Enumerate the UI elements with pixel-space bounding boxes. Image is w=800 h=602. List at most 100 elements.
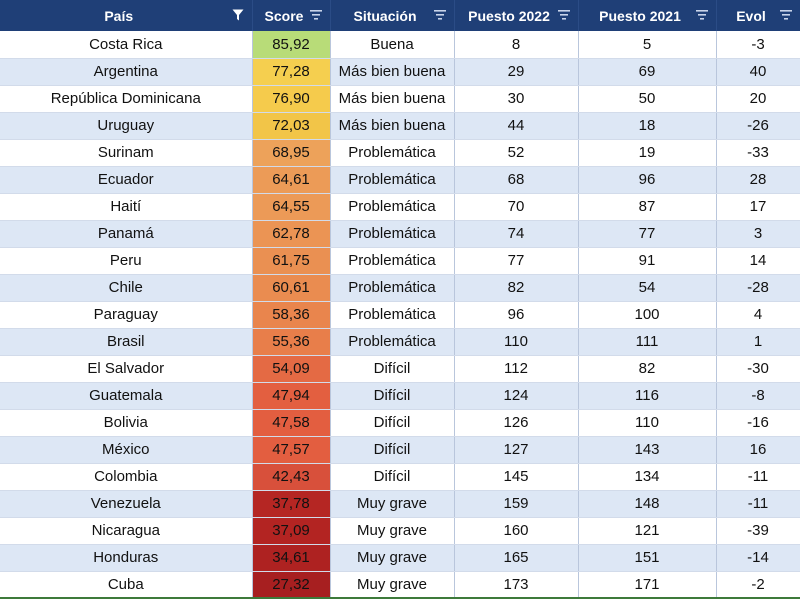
rank-2021-cell[interactable]: 116 [578,382,717,410]
situation-cell[interactable]: Buena [330,31,455,59]
situation-cell[interactable]: Difícil [330,409,455,437]
filter-dropdown-icon[interactable] [309,8,323,22]
evolution-cell[interactable]: -14 [716,544,800,572]
country-cell[interactable]: México [0,436,253,464]
country-cell[interactable]: Ecuador [0,166,253,194]
country-cell[interactable]: Bolivia [0,409,253,437]
rank-2022-cell[interactable]: 74 [454,220,579,248]
rank-2021-cell[interactable]: 87 [578,193,717,221]
table-row[interactable]: Chile 60,61 Problemática 82 54 -28 [0,274,800,302]
evolution-cell[interactable]: 16 [716,436,800,464]
situation-cell[interactable]: Difícil [330,463,455,491]
header-puesto-2021[interactable]: Puesto 2021 [578,0,717,31]
situation-cell[interactable]: Más bien buena [330,112,455,140]
score-cell[interactable]: 72,03 [252,112,331,140]
country-cell[interactable]: Peru [0,247,253,275]
evolution-cell[interactable]: 17 [716,193,800,221]
rank-2022-cell[interactable]: 110 [454,328,579,356]
situation-cell[interactable]: Problemática [330,274,455,302]
filter-active-icon[interactable] [231,8,245,22]
rank-2021-cell[interactable]: 134 [578,463,717,491]
score-cell[interactable]: 55,36 [252,328,331,356]
country-cell[interactable]: Brasil [0,328,253,356]
table-row[interactable]: Haití 64,55 Problemática 70 87 17 [0,193,800,221]
table-row[interactable]: Panamá 62,78 Problemática 74 77 3 [0,220,800,248]
country-cell[interactable]: Nicaragua [0,517,253,545]
evolution-cell[interactable]: -26 [716,112,800,140]
evolution-cell[interactable]: 1 [716,328,800,356]
score-cell[interactable]: 37,09 [252,517,331,545]
rank-2022-cell[interactable]: 112 [454,355,579,383]
situation-cell[interactable]: Problemática [330,247,455,275]
table-row[interactable]: Honduras 34,61 Muy grave 165 151 -14 [0,544,800,572]
rank-2022-cell[interactable]: 124 [454,382,579,410]
country-cell[interactable]: Venezuela [0,490,253,518]
evolution-cell[interactable]: -30 [716,355,800,383]
evolution-cell[interactable]: 40 [716,58,800,86]
score-cell[interactable]: 61,75 [252,247,331,275]
rank-2021-cell[interactable]: 91 [578,247,717,275]
table-row[interactable]: Bolivia 47,58 Difícil 126 110 -16 [0,409,800,437]
table-row[interactable]: Venezuela 37,78 Muy grave 159 148 -11 [0,490,800,518]
country-cell[interactable]: Colombia [0,463,253,491]
rank-2022-cell[interactable]: 68 [454,166,579,194]
table-row[interactable]: República Dominicana 76,90 Más bien buena 3… [0,85,800,113]
situation-cell[interactable]: Problemática [330,193,455,221]
header-evol[interactable]: Evol [716,0,800,31]
evolution-cell[interactable]: -16 [716,409,800,437]
table-row[interactable]: Costa Rica 85,92 Buena 8 5 -3 [0,31,800,59]
filter-dropdown-icon[interactable] [779,8,793,22]
country-cell[interactable]: Uruguay [0,112,253,140]
rank-2022-cell[interactable]: 126 [454,409,579,437]
table-row[interactable]: Colombia 42,43 Difícil 145 134 -11 [0,463,800,491]
evolution-cell[interactable]: -8 [716,382,800,410]
score-cell[interactable]: 62,78 [252,220,331,248]
country-cell[interactable]: Panamá [0,220,253,248]
filter-dropdown-icon[interactable] [433,8,447,22]
evolution-cell[interactable]: -3 [716,31,800,59]
evolution-cell[interactable]: -11 [716,490,800,518]
situation-cell[interactable]: Problemática [330,328,455,356]
rank-2022-cell[interactable]: 52 [454,139,579,167]
rank-2022-cell[interactable]: 96 [454,301,579,329]
table-row[interactable]: Peru 61,75 Problemática 77 91 14 [0,247,800,275]
table-row[interactable]: Surinam 68,95 Problemática 52 19 -33 [0,139,800,167]
country-cell[interactable]: Argentina [0,58,253,86]
evolution-cell[interactable]: 3 [716,220,800,248]
situation-cell[interactable]: Más bien buena [330,58,455,86]
score-cell[interactable]: 60,61 [252,274,331,302]
situation-cell[interactable]: Más bien buena [330,85,455,113]
evolution-cell[interactable]: 14 [716,247,800,275]
evolution-cell[interactable]: 4 [716,301,800,329]
filter-dropdown-icon[interactable] [695,8,709,22]
evolution-cell[interactable]: 28 [716,166,800,194]
score-cell[interactable]: 47,94 [252,382,331,410]
country-cell[interactable]: Surinam [0,139,253,167]
country-cell[interactable]: Guatemala [0,382,253,410]
situation-cell[interactable]: Muy grave [330,517,455,545]
score-cell[interactable]: 27,32 [252,571,331,599]
header-pais[interactable]: País [0,0,253,31]
country-cell[interactable]: Chile [0,274,253,302]
rank-2022-cell[interactable]: 8 [454,31,579,59]
table-row[interactable]: Paraguay 58,36 Problemática 96 100 4 [0,301,800,329]
rank-2021-cell[interactable]: 121 [578,517,717,545]
rank-2021-cell[interactable]: 18 [578,112,717,140]
situation-cell[interactable]: Difícil [330,382,455,410]
header-score[interactable]: Score [252,0,331,31]
score-cell[interactable]: 64,61 [252,166,331,194]
rank-2021-cell[interactable]: 82 [578,355,717,383]
rank-2021-cell[interactable]: 100 [578,301,717,329]
rank-2021-cell[interactable]: 5 [578,31,717,59]
rank-2021-cell[interactable]: 54 [578,274,717,302]
score-cell[interactable]: 85,92 [252,31,331,59]
country-cell[interactable]: Haití [0,193,253,221]
header-situacion[interactable]: Situación [330,0,455,31]
score-cell[interactable]: 47,58 [252,409,331,437]
situation-cell[interactable]: Muy grave [330,544,455,572]
rank-2022-cell[interactable]: 70 [454,193,579,221]
table-row[interactable]: Uruguay 72,03 Más bien buena 44 18 -26 [0,112,800,140]
rank-2021-cell[interactable]: 151 [578,544,717,572]
score-cell[interactable]: 64,55 [252,193,331,221]
table-row[interactable]: Nicaragua 37,09 Muy grave 160 121 -39 [0,517,800,545]
